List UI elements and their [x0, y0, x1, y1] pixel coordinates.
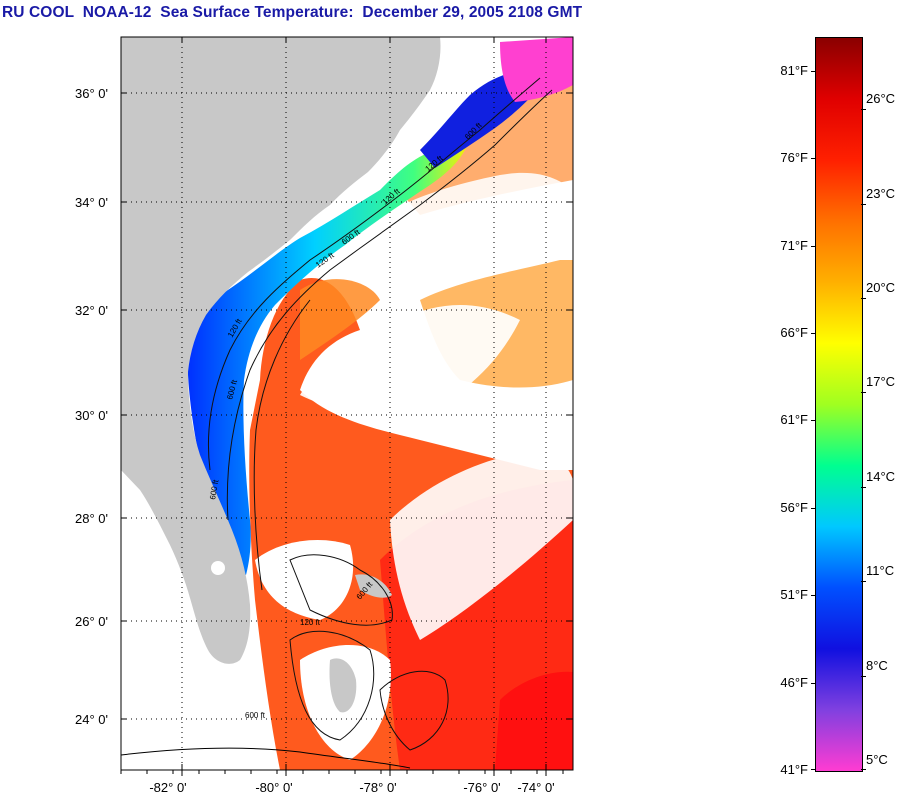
lat-label: 26° 0' — [75, 614, 108, 629]
colorbar-fahrenheit-label: 71°F — [780, 237, 808, 253]
colorbar-tick — [811, 158, 816, 160]
lat-label: 32° 0' — [75, 303, 108, 318]
map-title: RU COOL NOAA-12 Sea Surface Temperature:… — [2, 4, 583, 21]
colorbar-tick — [861, 392, 866, 394]
bahamas-andros — [329, 658, 357, 713]
colorbar-fahrenheit-label: 41°F — [780, 762, 808, 777]
colorbar-tick — [811, 682, 816, 684]
frame-ticks — [120, 37, 573, 776]
lat-label: 24° 0' — [75, 712, 108, 727]
colorbar-celsius-label: 20°C — [866, 280, 896, 296]
colorbar-tick — [861, 769, 866, 770]
gulf-stream-orange — [300, 279, 380, 360]
colorbar-tick — [811, 769, 816, 770]
lon-label: -82° 0' — [149, 780, 186, 795]
colorbar-tick — [861, 675, 866, 677]
cuba-outline — [121, 747, 411, 769]
colorbar-tick — [811, 595, 816, 597]
colorbar-celsius-label: 23°C — [866, 185, 896, 201]
colorbar-tick — [861, 109, 866, 111]
colorbar-fahrenheit-label: 81°F — [780, 62, 808, 78]
cloud-patch-southwest — [255, 540, 354, 620]
isobath-label: 120 ft — [300, 618, 321, 627]
colorbar-fahrenheit-label: 66°F — [780, 325, 808, 341]
colorbar-celsius-label: 8°C — [866, 657, 888, 673]
colorbar-gradient — [816, 38, 862, 771]
lat-label: 34° 0' — [75, 195, 108, 210]
cloud-patch-southeast — [390, 450, 573, 640]
lon-label: -74° 0' — [517, 780, 554, 795]
colorbar-celsius-label: 17°C — [866, 374, 896, 390]
land-southeast-us — [121, 37, 441, 664]
colorbar-celsius-label: 26°C — [866, 91, 896, 107]
colorbar-tick — [861, 581, 866, 583]
colorbar-fahrenheit-label: 46°F — [780, 674, 808, 690]
lon-label: -78° 0' — [359, 780, 396, 795]
colorbar-celsius-label: 5°C — [866, 752, 888, 767]
coastal-shelf-water — [187, 130, 470, 575]
bahamas-grand — [355, 574, 392, 598]
isobath-label: 600 ft — [245, 711, 266, 720]
colorbar-fahrenheit-label: 61°F — [780, 412, 808, 428]
southeast-warm-patch — [495, 671, 573, 770]
colorbar-tick — [861, 203, 866, 205]
graticule — [121, 37, 573, 770]
isobath-contours — [207, 77, 553, 751]
isobath-label: 600 ft — [208, 478, 220, 500]
lat-label: 30° 0' — [75, 408, 108, 423]
colorbar-tick — [811, 70, 816, 72]
colorbar-fahrenheit-label: 51°F — [780, 587, 808, 603]
colorbar-celsius-label: 14°C — [866, 468, 896, 484]
lon-label: -80° 0' — [255, 780, 292, 795]
cloud-patch-north — [360, 172, 573, 275]
colorbar-tick — [861, 486, 866, 488]
lat-label: 36° 0' — [75, 86, 108, 101]
coldest-water-patch — [500, 37, 573, 102]
colorbar-tick — [811, 245, 816, 247]
lake-okeechobee — [211, 561, 225, 575]
cloud-patch-central — [300, 305, 520, 415]
map-frame — [120, 36, 574, 771]
colorbar-fahrenheit-label: 76°F — [780, 150, 808, 166]
colorbar-fahrenheit-label: 56°F — [780, 499, 808, 515]
lon-label: -76° 0' — [463, 780, 500, 795]
colorbar-tick — [811, 507, 816, 509]
colorbar-tick — [861, 298, 866, 300]
lat-label: 28° 0' — [75, 511, 108, 526]
colorbar-celsius-label: 11°C — [866, 563, 895, 579]
colorbar-tick — [811, 333, 816, 335]
temperature-colorbar — [815, 37, 863, 772]
colorbar-tick — [811, 420, 816, 422]
